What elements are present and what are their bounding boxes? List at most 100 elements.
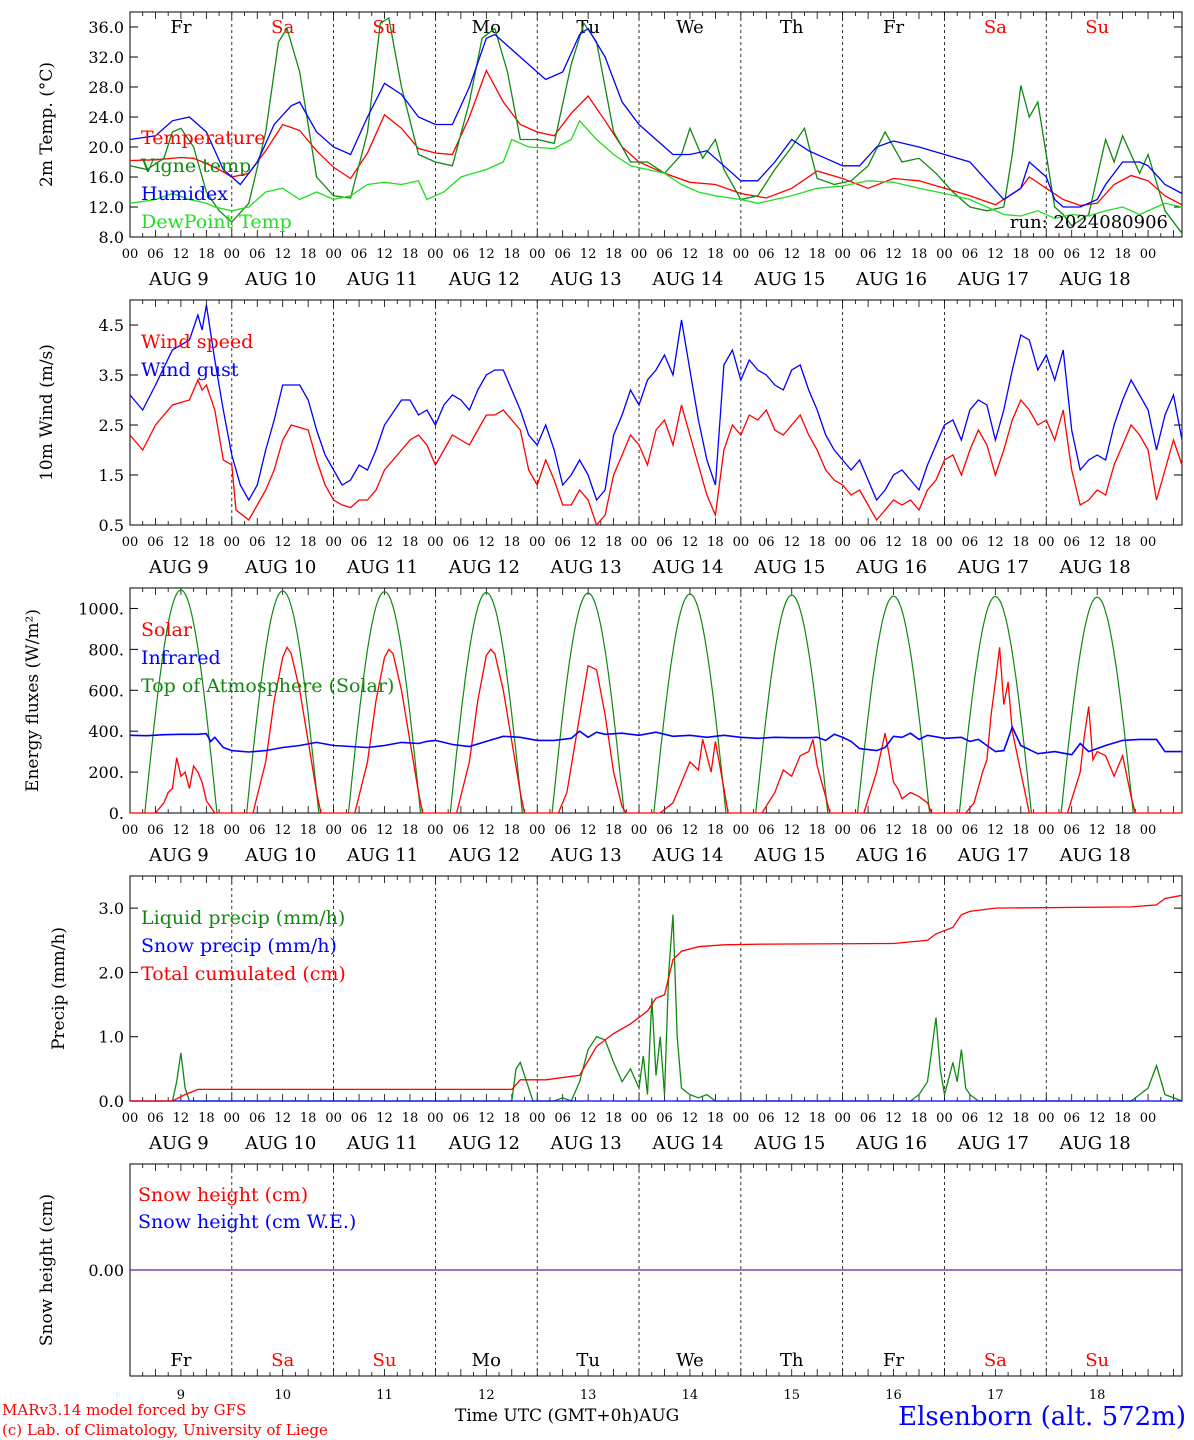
x-hour-label: 18 bbox=[402, 535, 419, 550]
x-hour-label: 12 bbox=[783, 535, 800, 550]
weekday-label: Fr bbox=[883, 1350, 904, 1371]
y-tick-label: 3.0 bbox=[99, 899, 124, 918]
day-number-label: 15 bbox=[783, 1388, 800, 1403]
x-hour-label: 06 bbox=[758, 823, 775, 838]
plot-frame bbox=[129, 299, 1183, 526]
x-hour-label: 18 bbox=[911, 535, 928, 550]
y-axis-label: 10m Wind (m/s) bbox=[37, 344, 57, 481]
weekday-label: Tu bbox=[576, 1350, 600, 1371]
x-hour-label: 12 bbox=[274, 1111, 291, 1126]
legend-entry: Total cumulated (cm) bbox=[141, 963, 346, 985]
series-line-total-cumulated-cm- bbox=[130, 894, 1183, 1102]
x-hour-label: 12 bbox=[173, 535, 190, 550]
x-date-label: AUG 11 bbox=[346, 1133, 418, 1154]
x-date-label: AUG 12 bbox=[448, 1133, 520, 1154]
weekday-label: Su bbox=[1085, 1350, 1109, 1371]
y-axis-label: Precip (mm/h) bbox=[49, 927, 69, 1050]
x-hour-label: 12 bbox=[885, 535, 902, 550]
x-date-label: AUG 12 bbox=[448, 269, 520, 290]
y-tick-label: 1.5 bbox=[99, 466, 124, 485]
series-line-wind-gust bbox=[129, 304, 1183, 502]
x-hour-label: 00 bbox=[1038, 823, 1055, 838]
x-hour-label: 12 bbox=[987, 247, 1004, 262]
x-hour-label: 18 bbox=[300, 535, 317, 550]
x-hour-label: 06 bbox=[453, 823, 470, 838]
x-hour-label: 00 bbox=[1038, 1111, 1055, 1126]
x-hour-label: 00 bbox=[1038, 247, 1055, 262]
x-hour-label: 18 bbox=[605, 1111, 622, 1126]
x-hour-label: 00 bbox=[936, 823, 953, 838]
x-hour-label: 12 bbox=[173, 823, 190, 838]
x-hour-label: 00 bbox=[936, 535, 953, 550]
x-date-label: AUG 14 bbox=[651, 845, 723, 866]
x-date-label: AUG 10 bbox=[244, 1133, 316, 1154]
toa-solar-day-curve bbox=[1060, 596, 1134, 814]
x-hour-label: 12 bbox=[173, 247, 190, 262]
x-hour-label: 12 bbox=[987, 823, 1004, 838]
y-tick-label: 800. bbox=[88, 640, 124, 659]
run-annotation: run: 2024080906 bbox=[1010, 212, 1168, 233]
x-hour-label: 12 bbox=[274, 535, 291, 550]
toa-solar-day-curve bbox=[246, 590, 320, 814]
x-hour-label: 18 bbox=[809, 247, 826, 262]
x-hour-label: 06 bbox=[554, 535, 571, 550]
x-hour-label: 00 bbox=[1140, 535, 1157, 550]
weekday-label: Su bbox=[373, 17, 397, 38]
y-tick-label: 3.5 bbox=[99, 366, 124, 385]
x-hour-label: 06 bbox=[147, 535, 164, 550]
x-hour-label: 00 bbox=[1140, 823, 1157, 838]
day-number-label: 11 bbox=[376, 1388, 393, 1403]
x-hour-label: 18 bbox=[1114, 247, 1131, 262]
x-date-label: AUG 17 bbox=[957, 845, 1029, 866]
x-hour-label: 18 bbox=[809, 1111, 826, 1126]
x-date-label: AUG 11 bbox=[346, 845, 418, 866]
day-number-label: 9 bbox=[177, 1388, 185, 1403]
x-date-label: AUG 13 bbox=[550, 557, 622, 578]
x-hour-label: 12 bbox=[478, 1111, 495, 1126]
x-hour-label: 12 bbox=[376, 823, 393, 838]
weekday-label: We bbox=[676, 17, 704, 38]
y-tick-label: 20.0 bbox=[88, 138, 124, 157]
x-hour-label: 06 bbox=[656, 535, 673, 550]
x-hour-label: 18 bbox=[911, 823, 928, 838]
series-line-humidex bbox=[129, 27, 1183, 208]
x-hour-label: 00 bbox=[631, 247, 648, 262]
x-hour-label: 00 bbox=[122, 535, 139, 550]
x-hour-label: 06 bbox=[758, 1111, 775, 1126]
x-hour-label: 18 bbox=[198, 247, 215, 262]
x-date-label: AUG 15 bbox=[753, 1133, 825, 1154]
x-date-label: AUG 10 bbox=[244, 557, 316, 578]
x-hour-label: 00 bbox=[936, 1111, 953, 1126]
x-hour-label: 18 bbox=[911, 1111, 928, 1126]
x-hour-label: 00 bbox=[1140, 1111, 1157, 1126]
x-hour-label: 06 bbox=[147, 1111, 164, 1126]
day-number-label: 14 bbox=[682, 1388, 699, 1403]
x-hour-label: 12 bbox=[274, 823, 291, 838]
x-hour-label: 18 bbox=[198, 823, 215, 838]
x-hour-label: 18 bbox=[504, 1111, 521, 1126]
x-hour-label: 12 bbox=[783, 247, 800, 262]
x-hour-label: 12 bbox=[885, 823, 902, 838]
x-date-label: AUG 15 bbox=[753, 557, 825, 578]
x-hour-label: 00 bbox=[325, 535, 342, 550]
x-hour-label: 12 bbox=[376, 1111, 393, 1126]
x-hour-label: 00 bbox=[122, 1111, 139, 1126]
x-hour-label: 18 bbox=[1114, 1111, 1131, 1126]
legend-entry: Top of Atmosphere (Solar) bbox=[141, 675, 394, 697]
x-hour-label: 00 bbox=[529, 247, 546, 262]
x-hour-label: 18 bbox=[707, 535, 724, 550]
weekday-label: Mo bbox=[472, 1350, 501, 1371]
station-label: Elsenborn (alt. 572m) bbox=[898, 1402, 1186, 1432]
y-tick-label: 0.00 bbox=[88, 1261, 124, 1280]
x-date-label: AUG 9 bbox=[148, 557, 209, 578]
weekday-label: Th bbox=[780, 17, 804, 38]
x-hour-label: 00 bbox=[325, 1111, 342, 1126]
series-line-dewpoint-temp bbox=[129, 119, 1183, 219]
x-hour-label: 00 bbox=[631, 823, 648, 838]
x-date-label: AUG 15 bbox=[753, 845, 825, 866]
x-date-label: AUG 18 bbox=[1059, 269, 1131, 290]
x-hour-label: 00 bbox=[733, 1111, 750, 1126]
x-date-label: AUG 16 bbox=[855, 845, 927, 866]
x-hour-label: 18 bbox=[504, 823, 521, 838]
y-tick-label: 32.0 bbox=[88, 48, 124, 67]
